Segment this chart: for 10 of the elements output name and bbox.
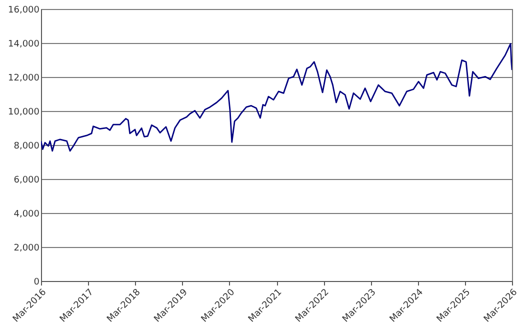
y-tick-label: 12,000 [8, 74, 40, 84]
y-tick-label: 8,000 [14, 142, 40, 152]
y-tick-label: 0 [34, 278, 40, 288]
y-tick-label: 16,000 [8, 6, 40, 16]
y-tick-label: 14,000 [8, 40, 40, 50]
line-series [41, 42, 512, 152]
y-tick-label: 2,000 [14, 244, 40, 254]
y-tick-label: 4,000 [14, 210, 40, 220]
y-tick-label: 6,000 [14, 176, 40, 186]
y-tick-label: 10,000 [8, 108, 40, 118]
